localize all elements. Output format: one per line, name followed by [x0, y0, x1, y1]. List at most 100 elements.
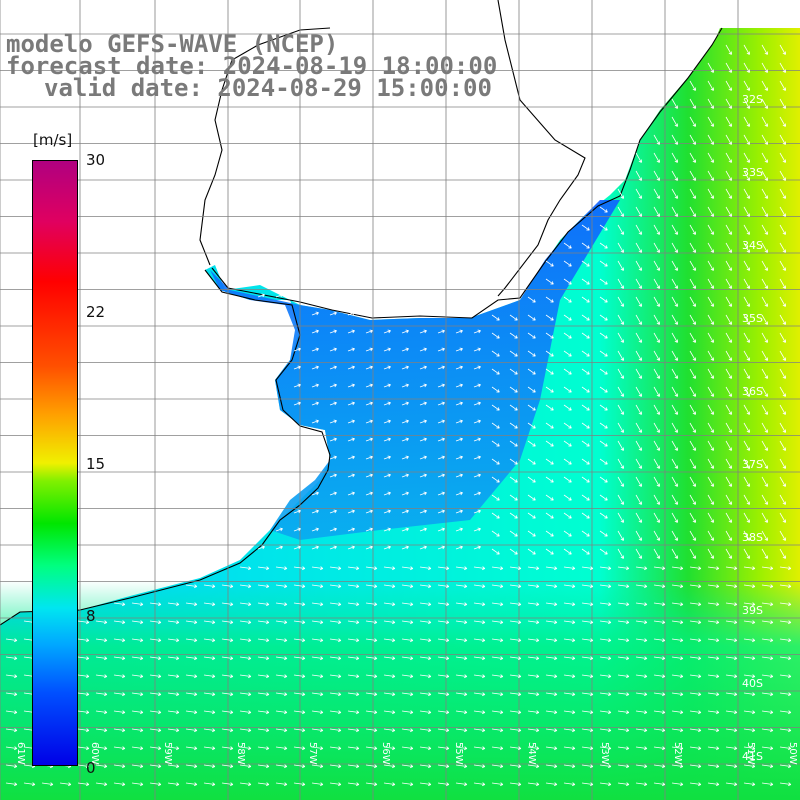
- wind-arrow: [743, 188, 751, 199]
- wind-arrow: [581, 260, 590, 267]
- wind-arrow: [221, 764, 234, 769]
- wind-arrow: [563, 458, 572, 465]
- wind-arrow: [761, 170, 769, 181]
- wind-arrow: [221, 746, 234, 751]
- wind-arrow: [779, 764, 792, 769]
- wind-arrow: [149, 782, 162, 787]
- wind-arrow: [527, 440, 536, 447]
- wind-arrow: [689, 728, 702, 733]
- wind-arrow: [617, 188, 625, 199]
- wind-arrow: [635, 188, 643, 199]
- wind-arrow: [725, 98, 733, 109]
- wind-arrow: [689, 656, 702, 661]
- wind-arrow: [401, 329, 409, 334]
- wind-arrow: [455, 584, 468, 589]
- wind-arrow: [131, 620, 144, 625]
- wind-arrow: [671, 476, 679, 487]
- wind-arrow: [527, 764, 540, 769]
- wind-arrow: [347, 620, 360, 625]
- wind-arrow: [563, 782, 576, 787]
- wind-arrow: [167, 674, 180, 679]
- wind-arrow: [635, 530, 643, 541]
- wind-arrow: [329, 746, 342, 751]
- lon-label: 58W: [235, 742, 246, 765]
- wind-arrow: [599, 260, 608, 267]
- wind-arrow: [419, 728, 432, 733]
- wind-arrow: [653, 602, 666, 607]
- wind-arrow: [257, 746, 270, 751]
- wind-arrow: [653, 386, 661, 397]
- wind-arrow: [653, 440, 661, 451]
- wind-arrow: [77, 710, 90, 715]
- wind-arrow: [419, 638, 432, 643]
- wind-arrow: [725, 530, 733, 541]
- wind-arrow: [689, 422, 697, 433]
- wind-arrow: [635, 296, 643, 307]
- wind-arrow: [779, 80, 787, 91]
- wind-arrow: [473, 365, 481, 370]
- wind-arrow: [257, 620, 270, 625]
- wind-arrow: [365, 545, 373, 550]
- wind-arrow: [491, 566, 504, 571]
- wind-arrow: [527, 656, 540, 661]
- wind-arrow: [779, 404, 787, 415]
- wind-arrow: [707, 440, 715, 451]
- wind-arrow: [491, 620, 504, 625]
- wind-arrow: [581, 224, 590, 231]
- wind-arrow: [311, 674, 324, 679]
- valid-date: valid date: 2024-08-29 15:00:00: [44, 74, 492, 102]
- wind-arrow: [41, 782, 54, 787]
- wind-arrow: [347, 764, 360, 769]
- wind-arrow: [689, 404, 697, 415]
- wind-arrow: [185, 638, 198, 643]
- wind-arrow: [401, 746, 414, 751]
- wind-arrow: [743, 242, 751, 253]
- wind-arrow: [635, 476, 643, 487]
- wind-arrow: [761, 476, 769, 487]
- wind-arrow: [725, 404, 733, 415]
- wind-arrow: [473, 473, 481, 478]
- wind-arrow: [761, 350, 769, 361]
- wind-arrow: [761, 224, 769, 235]
- wind-arrow: [491, 314, 500, 321]
- wind-arrow: [401, 455, 409, 460]
- wind-arrow: [383, 566, 396, 571]
- wind-arrow: [779, 170, 787, 181]
- wind-arrow: [293, 782, 306, 787]
- wind-arrow: [743, 44, 751, 55]
- wind-arrow: [401, 437, 409, 442]
- wind-arrow: [401, 473, 409, 478]
- wind-arrow: [239, 584, 252, 589]
- wind-arrow: [761, 728, 774, 733]
- wind-arrow: [365, 728, 378, 733]
- wind-arrow: [419, 401, 427, 406]
- wind-arrow: [617, 296, 625, 307]
- wind-arrow: [293, 545, 301, 550]
- lon-label: 60W: [89, 742, 100, 765]
- wind-arrow: [743, 530, 751, 541]
- wind-arrow: [131, 674, 144, 679]
- wind-arrow: [689, 314, 697, 325]
- wind-arrow: [203, 728, 216, 733]
- wind-arrow: [635, 350, 643, 361]
- wind-arrow: [689, 476, 697, 487]
- wind-arrow: [689, 206, 697, 217]
- wind-arrow: [509, 566, 522, 571]
- wind-arrow: [707, 152, 715, 163]
- wind-arrow: [761, 566, 774, 571]
- wind-arrow: [239, 764, 252, 769]
- wind-arrow: [77, 692, 90, 697]
- wind-arrow: [383, 401, 391, 406]
- wind-arrow: [131, 764, 144, 769]
- wind-arrow: [95, 746, 108, 751]
- wind-arrow: [383, 584, 396, 589]
- wind-arrow: [347, 509, 355, 514]
- wind-arrow: [293, 527, 301, 532]
- wind-arrow: [383, 782, 396, 787]
- wind-arrow: [419, 329, 427, 334]
- wind-arrow: [509, 584, 522, 589]
- wind-arrow: [761, 548, 769, 559]
- wind-arrow: [509, 404, 518, 411]
- wind-arrow: [779, 494, 787, 505]
- wind-arrow: [455, 437, 463, 442]
